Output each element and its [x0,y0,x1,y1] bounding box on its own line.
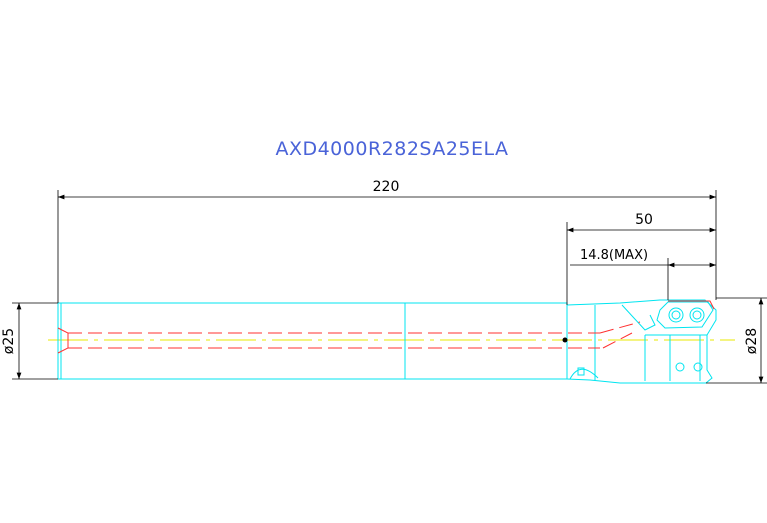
shank-diameter-label: ø25 [1,328,17,354]
shank [57,302,568,380]
drill-point [57,327,69,354]
drawing-title: AXD4000R282SA25ELA [275,138,508,160]
head-length-label: 50 [635,212,653,228]
dimension-lines [12,190,767,384]
cutting-diameter-label: ø28 [744,328,760,354]
overall-length-label: 220 [373,179,400,195]
insert-edge [668,300,715,310]
coolant-channel [68,321,641,349]
cutter-head [566,299,717,384]
max-depth-label: 14.8(MAX) [580,248,648,263]
gauge-point [562,337,568,343]
